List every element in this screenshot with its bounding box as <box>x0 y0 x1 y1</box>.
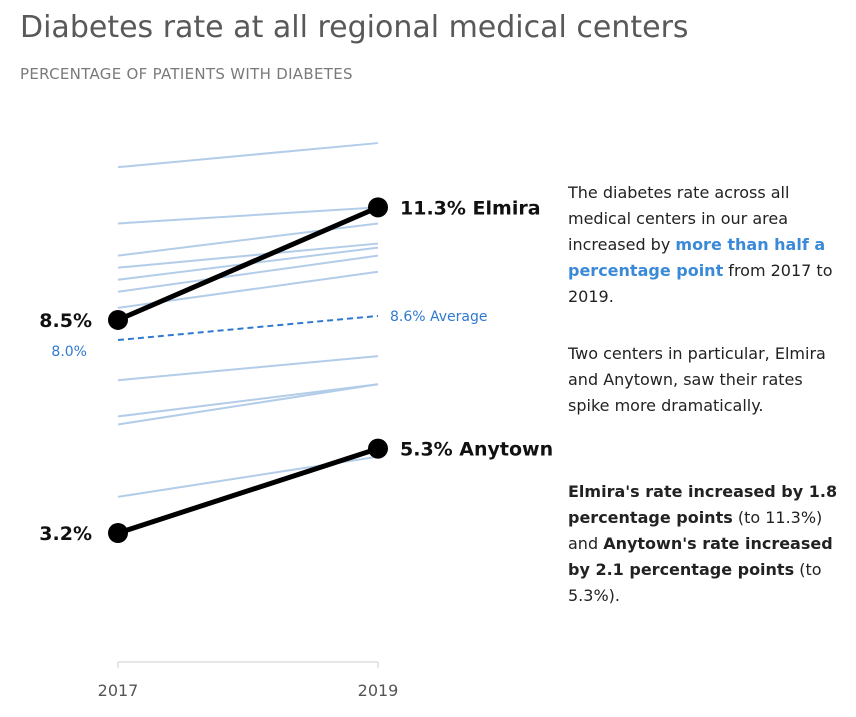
center-line <box>117 383 379 426</box>
elmira-point-2019 <box>368 197 388 218</box>
annotation-paragraph-3: Elmira's rate increased by 1.8 percentag… <box>568 479 843 609</box>
annotation-p1-before: The diabetes rate across all medical cen… <box>568 183 790 254</box>
average-label-2019: 8.6% Average <box>390 309 488 325</box>
center-line <box>117 142 379 169</box>
annotation-p1-highlight: more than half a percentage point <box>568 235 826 280</box>
center-line <box>117 242 379 269</box>
annotation-anytown-bold: Anytown's rate increased by 2.1 percenta… <box>568 534 833 579</box>
anytown-label-2017: 3.2% <box>39 523 92 545</box>
average-line <box>117 314 379 342</box>
center-line <box>117 222 379 257</box>
anytown-point-2019 <box>368 438 388 459</box>
annotation-paragraph-2: Two centers in particular, Elmira and An… <box>568 344 826 415</box>
chart-title: Diabetes rate at all regional medical ce… <box>20 10 689 45</box>
elmira-label-2019: 11.3% Elmira <box>400 197 541 219</box>
anytown-label-2019: 5.3% Anytown <box>400 439 553 461</box>
annotation-p1-after: from 2017 to 2019. <box>568 261 833 306</box>
center-line <box>117 206 379 225</box>
anytown-line <box>117 446 379 536</box>
chart-subtitle: PERCENTAGE OF PATIENTS WITH DIABETES <box>20 65 353 83</box>
annotation-p3-text-1: (to 11.3%) and <box>568 508 823 553</box>
average-label-2017: 8.0% <box>51 344 87 360</box>
anytown-point-2017 <box>108 523 128 543</box>
elmira-point-2017 <box>108 309 128 330</box>
elmira-label-2017: 8.5% <box>39 310 92 332</box>
annotation-p3-text-2: (to 5.3%). <box>568 560 822 605</box>
elmira-line <box>117 205 379 323</box>
x-tick-label: 2017 <box>98 681 139 700</box>
center-line <box>117 355 379 382</box>
annotation-elmira-bold: Elmira's rate increased by 1.8 percentag… <box>568 482 838 527</box>
x-tick-label: 2019 <box>358 681 399 700</box>
center-line <box>117 254 379 293</box>
annotation-paragraph-1: The diabetes rate across all medical cen… <box>568 180 843 310</box>
center-line <box>117 383 379 418</box>
